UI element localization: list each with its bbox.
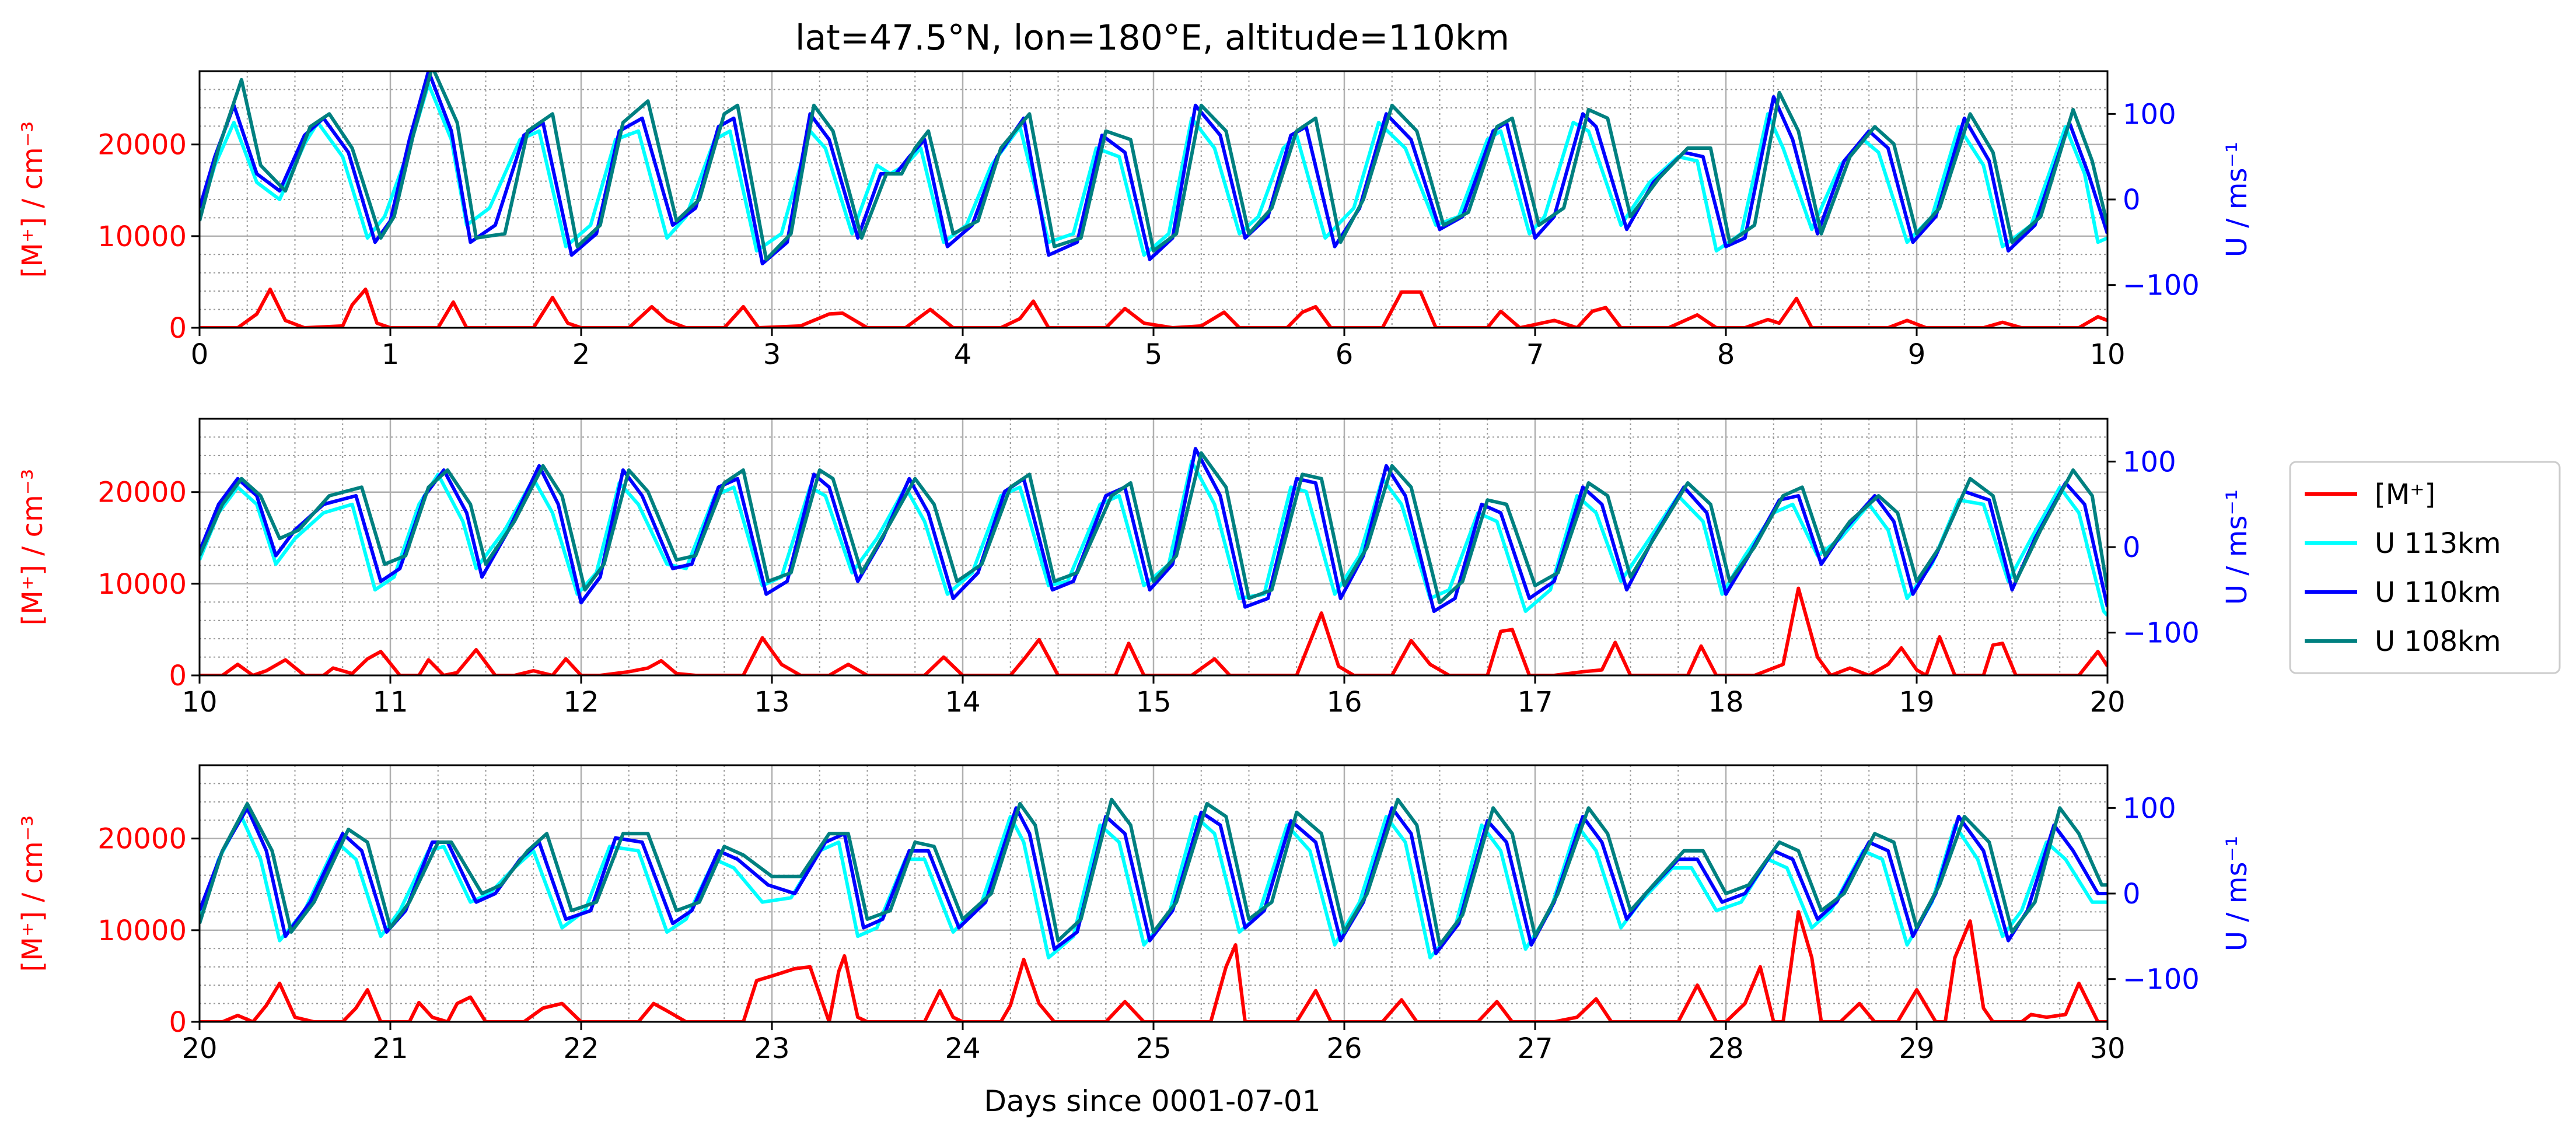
x-tick-label: 14	[945, 686, 980, 719]
x-tick-label: 30	[2089, 1032, 2125, 1065]
y-right-tick-label: 100	[2123, 792, 2176, 825]
legend-box	[2289, 461, 2561, 674]
y-right-tick-label: 0	[2123, 531, 2141, 564]
y-left-tick-label: 0	[169, 312, 187, 345]
panel-2: 10 11 12 13 14 15 16 17 18 19 20 0 10000 20000 −100 0 10…	[16, 418, 2253, 719]
series-group	[200, 797, 2107, 1022]
y-left-tick-label: 10000	[97, 915, 187, 947]
series-u108-line	[200, 71, 2107, 261]
series-u110-line	[200, 447, 2107, 613]
x-tick-label: 21	[372, 1032, 408, 1065]
y-left-axis-label: [M⁺] / cm⁻³	[16, 815, 49, 972]
legend-label-u108: U 108km	[2375, 625, 2501, 658]
y-left-tick-label: 10000	[97, 220, 187, 253]
x-tick-label: 23	[754, 1032, 789, 1065]
series-group	[200, 71, 2107, 328]
x-tick-label: 5	[1145, 338, 1163, 371]
y-left-tick-label: 20000	[97, 477, 187, 509]
x-axis-label: Days since 0001-07-01	[984, 1084, 1320, 1118]
panel-3: 20 21 22 23 24 25 26 27 28 29 30 0 10000 20000 −100 0 10…	[16, 764, 2253, 1065]
y-left-axis-label: [M⁺] / cm⁻³	[16, 121, 49, 278]
series-mplus-line	[200, 288, 2107, 328]
x-tick-label: 20	[181, 1032, 217, 1065]
x-tick-label: 27	[1517, 1032, 1553, 1065]
chart-title: lat=47.5°N, lon=180°E, altitude=110km	[795, 17, 1509, 58]
legend-label-mplus: [M⁺]	[2375, 478, 2435, 511]
series-u108-line	[200, 451, 2107, 605]
x-tick-label: 7	[1526, 338, 1544, 371]
x-tick-label: 22	[563, 1032, 599, 1065]
x-tick-label: 16	[1326, 686, 1362, 719]
series-group	[200, 447, 2107, 675]
x-tick-label: 4	[954, 338, 972, 371]
y-right-tick-label: 0	[2123, 878, 2141, 910]
legend: [M⁺] U 113km U 110km U 108km	[2289, 461, 2561, 674]
x-tick-label: 18	[1708, 686, 1743, 719]
x-tick-label: 17	[1517, 686, 1553, 719]
series-u113-line	[200, 82, 2107, 257]
series-mplus-line	[200, 910, 2107, 1022]
x-tick-label: 24	[945, 1032, 980, 1065]
y-left-tick-label: 20000	[97, 823, 187, 856]
series-u110-line	[200, 71, 2107, 265]
x-tick-label: 3	[763, 338, 781, 371]
y-right-axis-label: U / ms⁻¹	[2221, 489, 2253, 605]
x-tick-label: 2	[572, 338, 590, 371]
series-mplus-line	[200, 586, 2107, 675]
y-left-tick-label: 0	[169, 1006, 187, 1039]
x-tick-label: 0	[191, 338, 209, 371]
y-right-axis-label: U / ms⁻¹	[2221, 142, 2253, 257]
legend-label-u113: U 113km	[2375, 527, 2501, 560]
y-left-axis-label: [M⁺] / cm⁻³	[16, 469, 49, 626]
x-tick-label: 1	[382, 338, 400, 371]
series-u113-line	[200, 460, 2107, 617]
y-left-tick-label: 10000	[97, 568, 187, 601]
x-tick-label: 29	[1899, 1032, 1934, 1065]
x-tick-label: 28	[1708, 1032, 1743, 1065]
x-tick-label: 25	[1135, 1032, 1171, 1065]
legend-label-u110: U 110km	[2375, 576, 2501, 609]
x-tick-label: 19	[1899, 686, 1934, 719]
y-right-tick-label: −100	[2123, 269, 2200, 302]
x-tick-label: 15	[1135, 686, 1171, 719]
x-tick-label: 11	[372, 686, 408, 719]
x-tick-label: 13	[754, 686, 789, 719]
y-left-tick-label: 20000	[97, 129, 187, 162]
series-u108-line	[200, 797, 2107, 947]
x-tick-label: 8	[1717, 338, 1735, 371]
x-tick-label: 20	[2089, 686, 2125, 719]
y-right-tick-label: 100	[2123, 98, 2176, 131]
y-right-axis-label: U / ms⁻¹	[2221, 836, 2253, 951]
y-right-tick-label: 0	[2123, 184, 2141, 216]
y-left-tick-label: 0	[169, 660, 187, 692]
x-tick-label: 6	[1336, 338, 1354, 371]
x-tick-label: 12	[563, 686, 599, 719]
x-tick-label: 26	[1326, 1032, 1362, 1065]
x-tick-label: 10	[2089, 338, 2125, 371]
y-right-tick-label: 100	[2123, 446, 2176, 478]
y-right-tick-label: −100	[2123, 617, 2200, 650]
x-tick-label: 9	[1908, 338, 1926, 371]
x-tick-label: 10	[181, 686, 217, 719]
y-right-tick-label: −100	[2123, 964, 2200, 996]
